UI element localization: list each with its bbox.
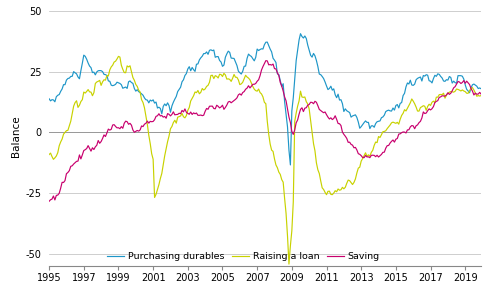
Saving xyxy=(439,94,445,98)
Raising a loan xyxy=(305,102,311,106)
Purchasing durables xyxy=(440,79,446,83)
Purchasing durables xyxy=(306,48,312,52)
Raising a loan xyxy=(46,153,52,156)
Y-axis label: Balance: Balance xyxy=(11,115,21,157)
Raising a loan xyxy=(115,55,121,58)
Purchasing durables xyxy=(413,78,419,82)
Line: Saving: Saving xyxy=(49,61,481,201)
Saving xyxy=(478,92,484,96)
Purchasing durables xyxy=(46,97,52,101)
Raising a loan xyxy=(286,262,292,266)
Saving xyxy=(303,106,309,110)
Raising a loan xyxy=(313,161,319,165)
Raising a loan xyxy=(440,92,446,95)
Raising a loan xyxy=(48,151,54,155)
Raising a loan xyxy=(478,94,484,97)
Line: Purchasing durables: Purchasing durables xyxy=(49,34,481,165)
Purchasing durables xyxy=(48,99,54,103)
Saving xyxy=(48,198,54,201)
Saving xyxy=(312,99,318,103)
Saving xyxy=(46,199,52,203)
Purchasing durables xyxy=(287,163,293,167)
Legend: Purchasing durables, Raising a loan, Saving: Purchasing durables, Raising a loan, Sav… xyxy=(107,252,380,261)
Purchasing durables xyxy=(298,32,303,36)
Raising a loan xyxy=(306,107,312,111)
Purchasing durables xyxy=(305,43,311,47)
Purchasing durables xyxy=(313,59,319,62)
Purchasing durables xyxy=(478,87,484,91)
Saving xyxy=(305,103,311,107)
Saving xyxy=(263,59,269,63)
Raising a loan xyxy=(413,105,419,109)
Saving xyxy=(412,127,418,130)
Line: Raising a loan: Raising a loan xyxy=(49,56,481,264)
